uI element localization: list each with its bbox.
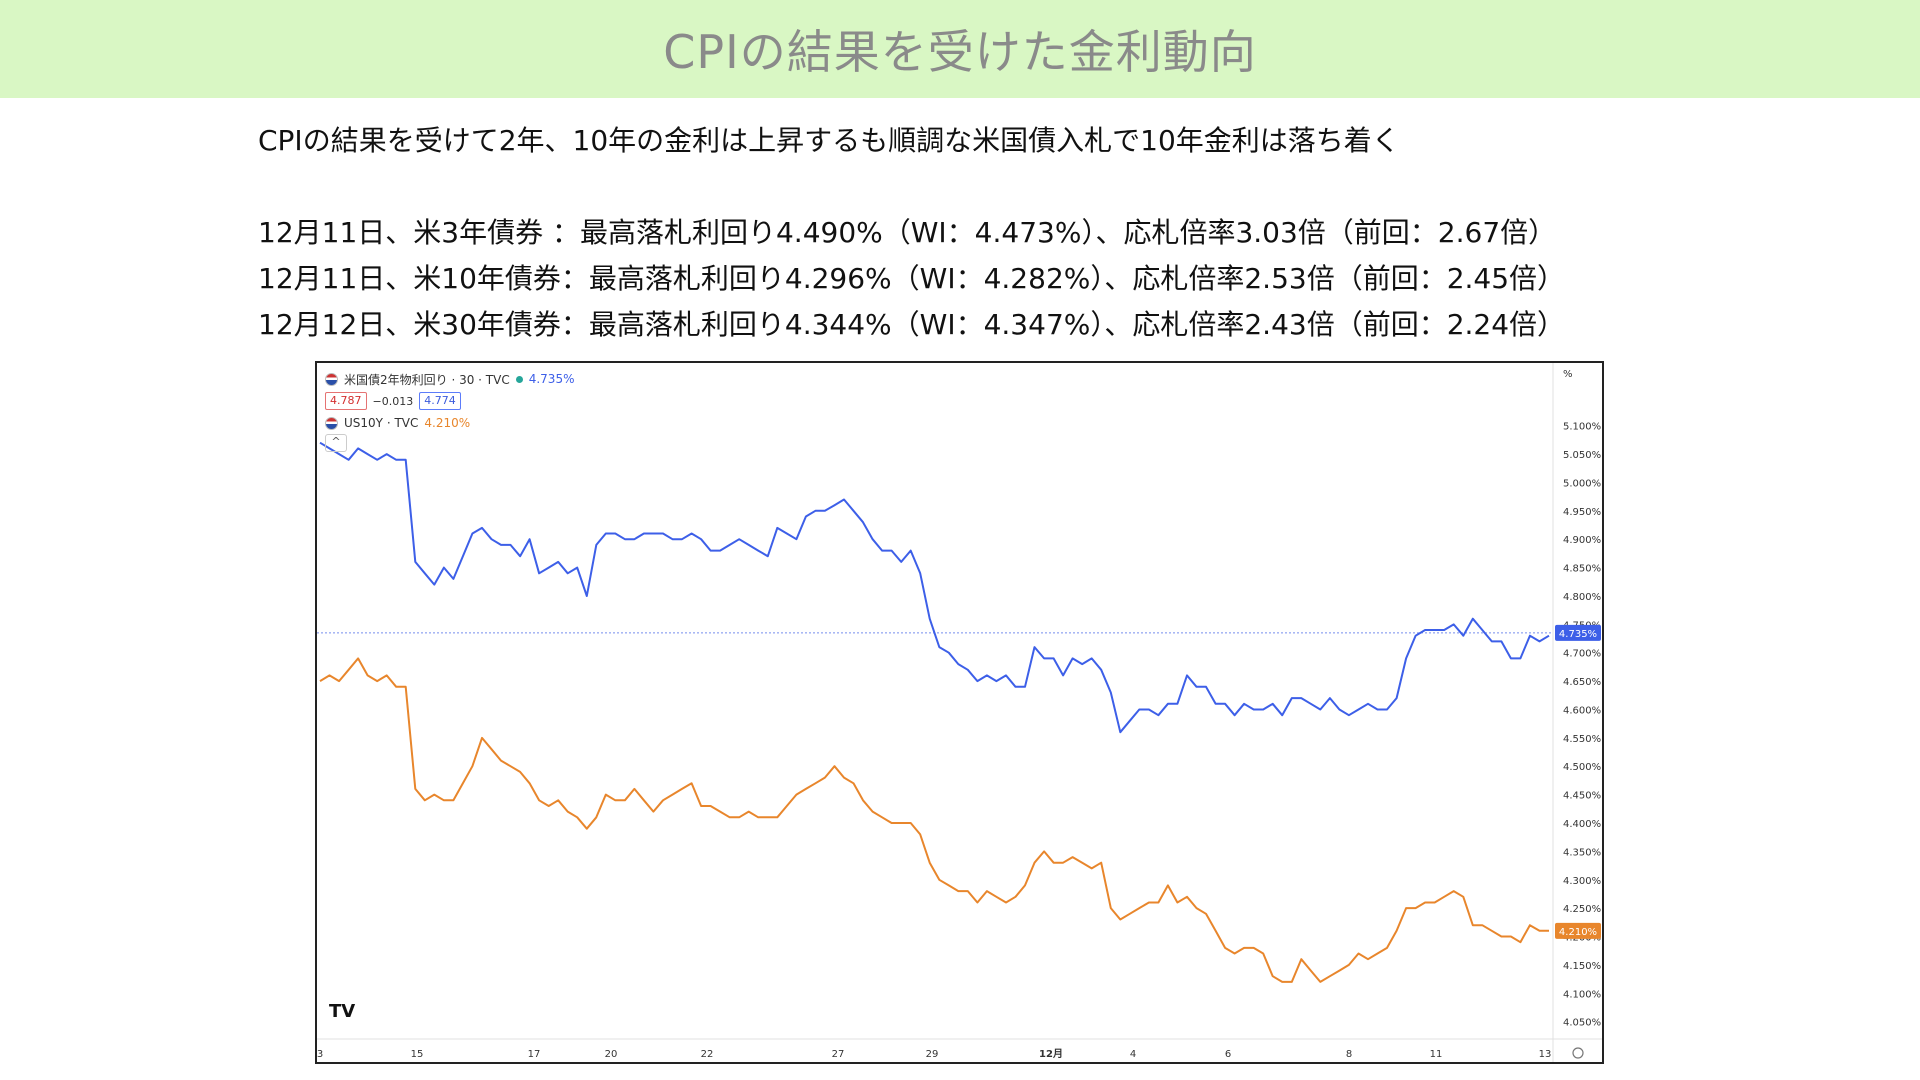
- title-banner: CPIの結果を受けた金利動向: [0, 0, 1920, 98]
- x-tick-label: 20: [605, 1049, 618, 1060]
- y-tick-label: 5.000%: [1563, 478, 1601, 489]
- x-tick-label: 22: [701, 1049, 714, 1060]
- quote-change: −0.013: [372, 394, 414, 408]
- y-tick-label: 5.050%: [1563, 450, 1601, 461]
- market-open-dot-icon: [515, 375, 523, 383]
- x-tick-label: 13: [1539, 1049, 1552, 1060]
- y-tick-label: 4.050%: [1563, 1018, 1601, 1029]
- legend-label-us2y: 米国債2年物利回り · 30 · TVC: [344, 372, 510, 387]
- series-line-us2y: [319, 441, 1550, 734]
- y-unit-label: %: [1563, 369, 1573, 380]
- legend-value-us2y: 4.735%: [528, 372, 575, 386]
- x-tick-label: 11: [1430, 1049, 1443, 1060]
- legend-row-quote: 4.787 −0.013 4.774: [325, 391, 574, 411]
- y-tick-label: 4.450%: [1563, 791, 1601, 802]
- last-price-label-us10y: 4.210%: [1559, 927, 1597, 938]
- x-tick-label: 17: [528, 1049, 541, 1060]
- quote-high-box: 4.787: [325, 392, 367, 410]
- last-price-badge-us2y: [1555, 624, 1601, 641]
- x-tick-label: 6: [1225, 1049, 1231, 1060]
- y-tick-label: 4.650%: [1563, 677, 1601, 688]
- tradingview-logo: TV: [329, 1001, 356, 1022]
- y-tick-label: 4.550%: [1563, 734, 1601, 745]
- x-tick-label: 8: [1346, 1049, 1352, 1060]
- last-price-label-us2y: 4.735%: [1559, 629, 1597, 640]
- legend-row-us2y[interactable]: 米国債2年物利回り · 30 · TVC 4.735%: [325, 369, 574, 389]
- x-tick-label: 15: [411, 1049, 424, 1060]
- y-tick-label: 4.700%: [1563, 649, 1601, 660]
- x-tick-label: 29: [926, 1049, 939, 1060]
- y-tick-label: 4.900%: [1563, 535, 1601, 546]
- us-flag-icon: [325, 372, 338, 386]
- y-tick-label: 4.100%: [1563, 989, 1601, 1000]
- y-tick-label: 4.800%: [1563, 592, 1601, 603]
- legend-value-us10y: 4.210%: [424, 416, 471, 430]
- collapse-chevron-icon[interactable]: ^: [325, 434, 347, 452]
- y-tick-label: 4.500%: [1563, 762, 1601, 773]
- y-tick-label: 4.850%: [1563, 564, 1601, 575]
- series-line-us10y: [319, 657, 1549, 983]
- y-tick-label: 4.950%: [1563, 507, 1601, 518]
- y-tick-label: 4.350%: [1563, 847, 1601, 858]
- page-title: CPIの結果を受けた金利動向: [663, 25, 1257, 79]
- y-tick-label: 5.100%: [1563, 422, 1601, 433]
- yield-chart: 5.100% 5.050% 5.000% 4.950% 4.900% 4.850% 4.80…: [317, 363, 1602, 1062]
- us-flag-icon: [325, 416, 338, 430]
- last-price-badge-us10y: [1555, 922, 1601, 939]
- x-tick-label: 3: [317, 1049, 323, 1060]
- y-tick-label: 4.300%: [1563, 876, 1601, 887]
- x-tick-label: 4: [1130, 1049, 1136, 1060]
- y-tick-label: 4.250%: [1563, 904, 1601, 915]
- y-tick-label: 4.150%: [1563, 961, 1601, 972]
- settings-gear-icon[interactable]: [1572, 1047, 1584, 1059]
- y-tick-label: 4.400%: [1563, 819, 1601, 830]
- summary-text-block: CPIの結果を受けて2年、10年の金利は上昇するも順調な米国債入札で10年金利は…: [258, 118, 1698, 348]
- summary-line: CPIの結果を受けて2年、10年の金利は上昇するも順調な米国債入札で10年金利は…: [258, 124, 1400, 157]
- auction-line-30y: 12月12日、米30年債券：最高落札利回り4.344%（WI：4.347%）、応…: [258, 308, 1566, 341]
- legend-row-collapse: ^: [325, 433, 574, 453]
- auction-line-3y: 12月11日、米3年債券 ：最高落札利回り4.490%（WI：4.473%）、応…: [258, 216, 1557, 249]
- quote-last-box: 4.774: [419, 392, 461, 410]
- legend-label-us10y: US10Y · TVC: [344, 416, 419, 430]
- chart-legend: 米国債2年物利回り · 30 · TVC 4.735% 4.787 −0.013…: [325, 369, 574, 453]
- legend-row-us10y[interactable]: US10Y · TVC 4.210%: [325, 413, 574, 433]
- y-tick-label: 4.600%: [1563, 705, 1601, 716]
- auction-line-10y: 12月11日、米10年債券：最高落札利回り4.296%（WI：4.282%）、応…: [258, 262, 1566, 295]
- x-tick-label: 12月: [1039, 1048, 1063, 1060]
- x-tick-label: 27: [832, 1049, 845, 1060]
- spacer: [258, 164, 1698, 210]
- chart-frame: 5.100% 5.050% 5.000% 4.950% 4.900% 4.850% 4.80…: [315, 361, 1604, 1064]
